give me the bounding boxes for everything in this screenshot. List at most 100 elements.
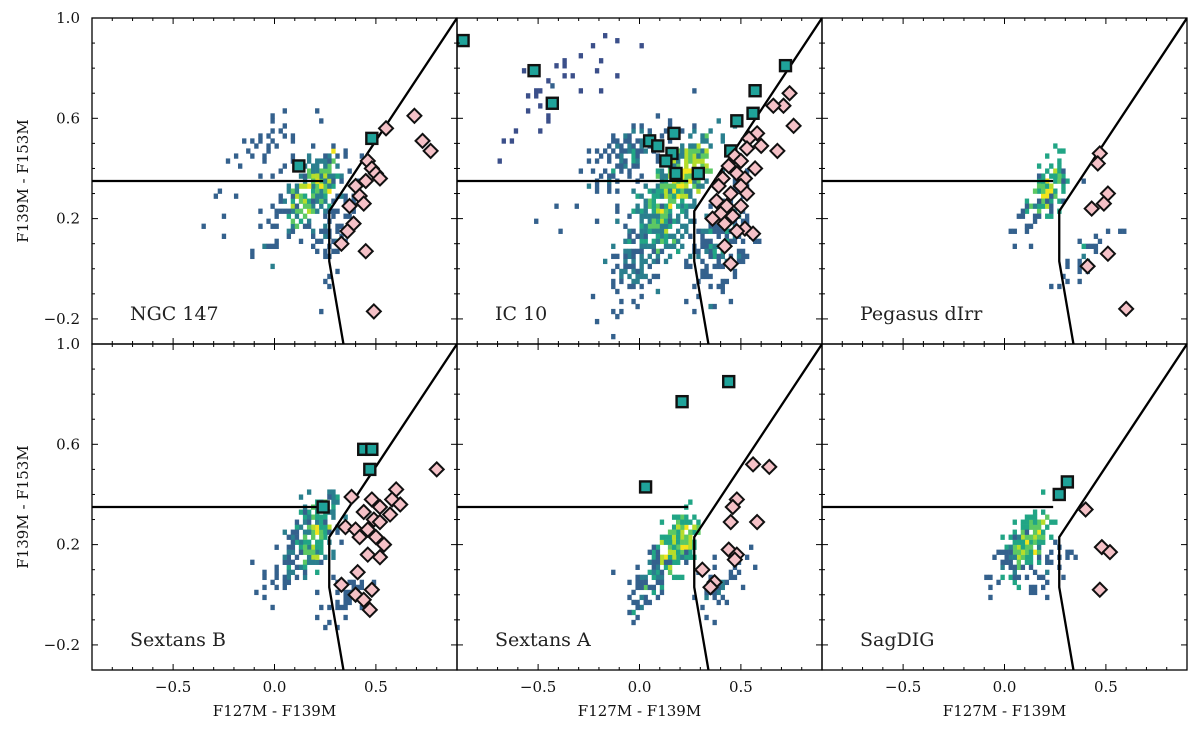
density-cell bbox=[647, 584, 652, 591]
density-cell bbox=[728, 298, 734, 305]
density-cell bbox=[331, 248, 336, 255]
density-cell bbox=[274, 544, 279, 550]
density-cell bbox=[643, 198, 648, 204]
density-cell bbox=[1032, 203, 1038, 209]
density-cell bbox=[562, 63, 567, 69]
density-cell bbox=[270, 203, 275, 209]
density-cell bbox=[712, 589, 717, 596]
y-tick-label: 1.0 bbox=[56, 9, 80, 27]
density-cell bbox=[351, 584, 356, 591]
density-cell bbox=[667, 559, 673, 565]
diamond-marker bbox=[341, 197, 358, 215]
density-cell bbox=[692, 148, 697, 154]
density-cell bbox=[728, 574, 734, 581]
density-cell bbox=[1041, 193, 1046, 199]
density-cell bbox=[323, 168, 328, 174]
density-cell bbox=[1041, 519, 1046, 525]
density-cell bbox=[1016, 544, 1022, 550]
density-cell bbox=[534, 218, 539, 224]
density-cell bbox=[315, 529, 320, 535]
density-cell bbox=[1045, 168, 1050, 174]
density-cell bbox=[1065, 549, 1070, 555]
density-cell bbox=[302, 519, 308, 525]
density-cell bbox=[258, 173, 263, 179]
diamond-marker bbox=[732, 197, 750, 215]
density-cell bbox=[1053, 193, 1058, 199]
density-cell bbox=[319, 524, 324, 530]
density-cell bbox=[615, 253, 620, 260]
density-cell bbox=[286, 188, 292, 194]
density-cell bbox=[619, 168, 624, 174]
density-cell bbox=[700, 268, 705, 275]
density-cell bbox=[266, 243, 271, 250]
density-cell bbox=[692, 143, 697, 149]
density-cell bbox=[680, 153, 685, 159]
density-cell bbox=[1049, 188, 1054, 194]
density-cell bbox=[659, 218, 665, 224]
density-cell bbox=[639, 584, 644, 591]
density-cell bbox=[359, 604, 365, 611]
panel-sextans-a: Sextans A −0.5 0.0 0.5 F127M - F139M bbox=[456, 343, 823, 720]
density-cell bbox=[1028, 539, 1034, 545]
diamond-marker bbox=[1095, 195, 1113, 212]
density-cell bbox=[704, 168, 709, 174]
density-cell bbox=[319, 559, 324, 565]
density-cell bbox=[315, 193, 320, 199]
density-cell bbox=[651, 188, 657, 194]
density-cell bbox=[692, 178, 697, 184]
density-cell bbox=[643, 183, 648, 189]
density-cell bbox=[262, 569, 267, 576]
density-cell bbox=[323, 253, 328, 260]
density-cell bbox=[315, 559, 320, 565]
density-cell bbox=[619, 148, 624, 154]
density-cell bbox=[631, 268, 636, 275]
diamond-marker bbox=[760, 458, 778, 476]
density-cell bbox=[315, 569, 320, 576]
density-cell bbox=[692, 163, 697, 169]
density-cell bbox=[724, 599, 730, 606]
density-cell bbox=[590, 43, 596, 49]
density-cell bbox=[311, 554, 316, 560]
density-cell bbox=[639, 574, 644, 581]
density-cell bbox=[1024, 514, 1030, 520]
y-axis-label: F139M - F153M bbox=[14, 119, 32, 242]
diamond-marker bbox=[752, 137, 770, 155]
density-cell bbox=[676, 183, 681, 189]
density-cell bbox=[680, 544, 685, 550]
density-cell bbox=[586, 183, 592, 189]
density-cell bbox=[704, 178, 709, 184]
density-cell bbox=[1041, 198, 1046, 204]
density-cell bbox=[323, 188, 328, 194]
density-cell bbox=[639, 238, 644, 244]
density-cell bbox=[270, 128, 275, 134]
density-cell bbox=[680, 208, 685, 214]
density-cell bbox=[663, 213, 669, 219]
density-cell bbox=[671, 198, 677, 204]
density-cell bbox=[692, 123, 697, 129]
density-cell bbox=[311, 559, 316, 565]
density-cell bbox=[554, 63, 559, 69]
density-cell bbox=[323, 278, 328, 285]
density-cell bbox=[290, 188, 296, 194]
density-cell bbox=[631, 238, 636, 244]
density-cell bbox=[1045, 198, 1050, 204]
density-cell bbox=[708, 283, 713, 290]
density-cell bbox=[663, 223, 669, 229]
density-cell bbox=[1045, 203, 1050, 209]
density-cell bbox=[331, 494, 336, 500]
density-cell bbox=[676, 218, 681, 224]
density-cell bbox=[671, 183, 677, 189]
density-cell bbox=[1036, 188, 1042, 194]
density-cell bbox=[347, 594, 352, 601]
density-cell bbox=[728, 569, 734, 576]
density-cell bbox=[623, 263, 628, 270]
square-marker bbox=[1060, 475, 1075, 489]
density-cell bbox=[671, 539, 677, 545]
square-marker bbox=[545, 96, 560, 110]
density-cell bbox=[643, 203, 648, 209]
density-cell bbox=[619, 273, 624, 280]
density-cell bbox=[1024, 519, 1030, 525]
density-cell bbox=[744, 213, 750, 219]
density-cell bbox=[294, 203, 300, 209]
density-cell bbox=[1061, 168, 1066, 174]
